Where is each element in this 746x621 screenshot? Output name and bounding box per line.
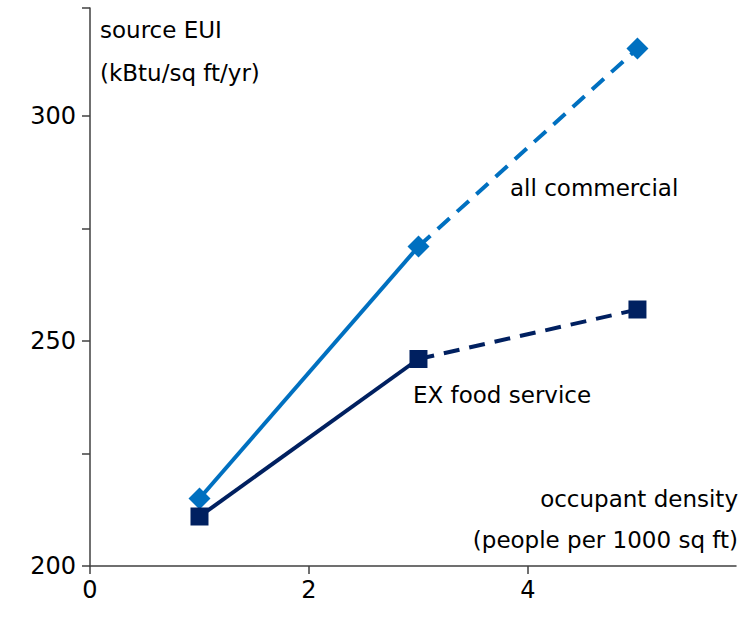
svg-text:200: 200 bbox=[30, 552, 76, 580]
svg-text:occupant density: occupant density bbox=[540, 486, 738, 512]
svg-text:(kBtu/sq ft/yr): (kBtu/sq ft/yr) bbox=[100, 60, 260, 86]
svg-text:300: 300 bbox=[30, 102, 76, 130]
svg-text:0: 0 bbox=[82, 576, 97, 604]
svg-text:all commercial: all commercial bbox=[510, 175, 678, 201]
svg-text:4: 4 bbox=[520, 576, 535, 604]
svg-text:250: 250 bbox=[30, 327, 76, 355]
svg-text:(people per 1000 sq ft): (people per 1000 sq ft) bbox=[473, 527, 738, 553]
svg-text:source EUI: source EUI bbox=[100, 17, 222, 43]
svg-text:2: 2 bbox=[301, 576, 316, 604]
svg-text:EX food service: EX food service bbox=[413, 382, 591, 408]
